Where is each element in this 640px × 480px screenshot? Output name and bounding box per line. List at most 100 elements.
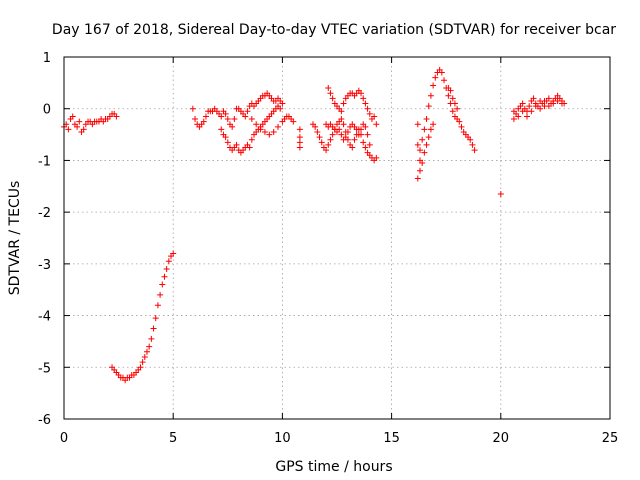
data-point xyxy=(510,116,517,123)
data-point xyxy=(432,74,439,81)
data-point xyxy=(526,103,533,110)
data-point xyxy=(421,126,428,133)
data-point xyxy=(69,113,76,120)
data-point xyxy=(451,100,458,107)
data-point xyxy=(222,134,229,141)
data-point xyxy=(421,149,428,156)
data-point xyxy=(558,100,565,107)
data-point xyxy=(338,108,345,115)
data-point xyxy=(360,139,367,146)
data-point xyxy=(360,95,367,102)
y-tick-label: -3 xyxy=(38,258,51,273)
data-point xyxy=(510,108,517,115)
data-point xyxy=(233,141,240,148)
y-tick-label: 1 xyxy=(43,51,51,66)
data-point xyxy=(296,139,303,146)
x-tick-label: 25 xyxy=(602,431,619,446)
data-point xyxy=(338,116,345,123)
data-point xyxy=(74,123,81,130)
data-point xyxy=(471,147,478,154)
data-point xyxy=(248,116,255,123)
data-point xyxy=(218,126,225,133)
data-point xyxy=(545,103,552,110)
data-point xyxy=(355,131,362,138)
data-point xyxy=(329,95,336,102)
data-point xyxy=(316,134,323,141)
data-point xyxy=(277,105,284,112)
data-point xyxy=(414,141,421,148)
data-point xyxy=(261,128,268,135)
data-point xyxy=(141,353,148,360)
data-point xyxy=(338,131,345,138)
data-point xyxy=(524,113,531,120)
data-point xyxy=(139,359,146,366)
data-point xyxy=(447,87,454,94)
data-point xyxy=(414,175,421,182)
data-point xyxy=(296,134,303,141)
data-point xyxy=(364,105,371,112)
data-point xyxy=(519,100,526,107)
y-tick-label: -2 xyxy=(38,206,51,221)
data-point xyxy=(65,126,72,133)
data-point xyxy=(373,121,380,128)
data-point xyxy=(445,92,452,99)
data-point xyxy=(224,116,231,123)
y-tick-label: -4 xyxy=(38,310,51,325)
data-point xyxy=(373,154,380,161)
data-point xyxy=(449,108,456,115)
data-point xyxy=(366,141,373,148)
data-point xyxy=(80,126,87,133)
data-point xyxy=(329,131,336,138)
data-point xyxy=(325,85,332,92)
data-point xyxy=(414,121,421,128)
y-tick-label: -6 xyxy=(38,413,51,428)
data-point xyxy=(425,103,432,110)
data-point xyxy=(416,157,423,164)
data-point xyxy=(430,82,437,89)
data-point xyxy=(336,126,343,133)
data-point xyxy=(366,110,373,117)
data-point xyxy=(362,100,369,107)
data-point xyxy=(358,126,365,133)
data-point xyxy=(351,136,358,143)
data-point xyxy=(425,134,432,141)
data-point xyxy=(148,335,155,342)
data-point xyxy=(554,92,561,99)
y-axis-label: SDTVAR / TECUs xyxy=(7,181,23,296)
x-tick-label: 5 xyxy=(169,431,177,446)
data-point xyxy=(76,118,83,125)
data-point xyxy=(146,343,153,350)
data-point xyxy=(165,258,172,265)
data-point xyxy=(340,121,347,128)
data-point xyxy=(279,100,286,107)
data-point xyxy=(364,131,371,138)
data-point xyxy=(454,105,461,112)
data-point xyxy=(423,116,430,123)
data-point xyxy=(150,325,157,332)
data-point xyxy=(222,110,229,117)
data-point xyxy=(550,100,557,107)
data-point xyxy=(371,113,378,120)
data-point xyxy=(318,139,325,146)
data-point xyxy=(143,348,150,355)
data-point xyxy=(296,126,303,133)
data-point xyxy=(344,128,351,135)
data-point xyxy=(427,126,434,133)
data-point xyxy=(170,250,177,257)
data-point xyxy=(342,134,349,141)
data-point xyxy=(419,136,426,143)
data-point xyxy=(469,141,476,148)
data-point xyxy=(246,144,253,151)
data-point xyxy=(200,118,207,125)
y-tick-label: -1 xyxy=(38,154,51,169)
data-point xyxy=(248,136,255,143)
data-point xyxy=(224,139,231,146)
data-point xyxy=(253,121,260,128)
data-point xyxy=(427,92,434,99)
data-point xyxy=(423,141,430,148)
data-point xyxy=(327,136,334,143)
data-point xyxy=(192,116,199,123)
data-point xyxy=(157,291,164,298)
data-point xyxy=(497,191,504,198)
data-point xyxy=(314,128,321,135)
